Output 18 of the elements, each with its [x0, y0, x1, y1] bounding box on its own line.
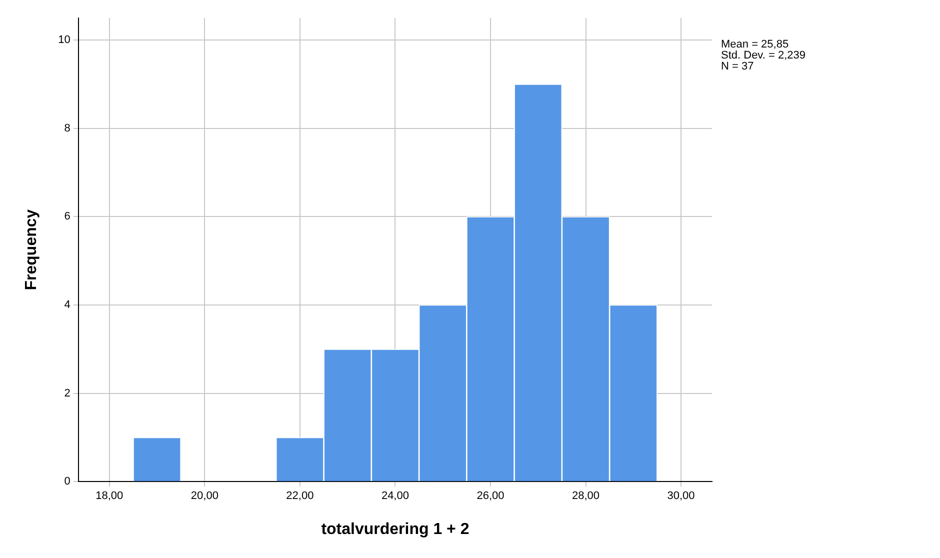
x-axis-title: totalvurdering 1 + 2: [321, 520, 470, 538]
x-tick-label: 26,00: [476, 490, 504, 502]
x-tick-label: 28,00: [572, 490, 600, 502]
y-tick-label: 6: [64, 210, 70, 223]
x-tick-label: 22,00: [286, 490, 314, 502]
text: Std. Dev. = 2,239: [721, 50, 806, 62]
y-tick-label: 2: [64, 387, 70, 400]
x-tick-label: 30,00: [667, 490, 695, 502]
y-tick-label: 4: [64, 299, 70, 312]
y-tick-label: 8: [64, 122, 70, 134]
y-tick-label: 10: [58, 34, 70, 46]
x-tick-label: 20,00: [190, 490, 218, 502]
x-tick-label: 18,00: [96, 490, 124, 502]
text: N = 37: [721, 60, 754, 73]
text: Mean = 25,85: [721, 38, 789, 51]
x-tick-label: 24,00: [381, 490, 409, 502]
y-axis-title: Frequency: [23, 209, 40, 290]
y-tick-label: 0: [64, 476, 70, 488]
